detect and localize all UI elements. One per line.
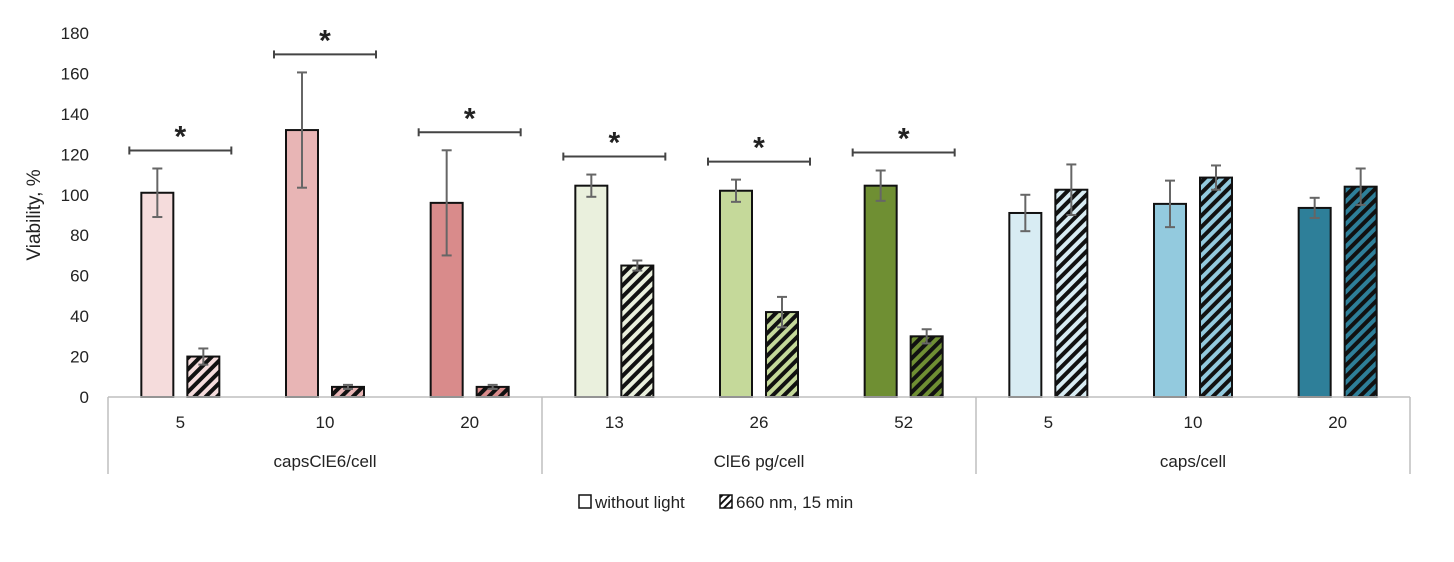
bar-without-light (140, 191, 175, 398)
y-tick-label: 80 (70, 226, 89, 245)
y-tick-label: 120 (61, 145, 89, 164)
y-tick-label: 100 (61, 186, 89, 205)
significance-marker: * (753, 132, 765, 165)
significance-marker: * (319, 24, 331, 57)
legend-swatch-660nm (719, 494, 733, 509)
y-tick-label: 40 (70, 307, 89, 326)
x-tick-label: 52 (894, 413, 913, 432)
group-label: capsClE6/cell (274, 452, 377, 471)
x-tick-label: 13 (605, 413, 624, 432)
y-tick-label: 180 (61, 24, 89, 43)
y-axis-label: Viability, % (24, 169, 45, 260)
bar-without-light (1153, 202, 1187, 398)
group-label: caps/cell (1160, 452, 1226, 471)
bar-without-light (863, 184, 898, 398)
x-tick-label: 20 (1328, 413, 1347, 432)
y-tick-label: 60 (70, 267, 89, 286)
significance-marker: * (898, 123, 910, 156)
y-tick-label: 140 (61, 105, 89, 124)
significance-marker: * (608, 127, 620, 160)
bar-660nm (1054, 188, 1089, 398)
x-tick-label: 10 (316, 413, 335, 432)
legend-label-660nm: 660 nm, 15 min (736, 493, 853, 512)
group-label: ClE6 pg/cell (714, 452, 805, 471)
y-tick-label: 0 (80, 388, 89, 407)
legend: without light 660 nm, 15 min (578, 493, 853, 512)
bars: * * * * * * (128, 24, 1378, 399)
significance-marker: * (464, 102, 476, 135)
bar-660nm (620, 264, 655, 398)
x-tick-label: 20 (460, 413, 479, 432)
bar-without-light (719, 189, 753, 398)
x-tick-label: 5 (1044, 413, 1053, 432)
bar-660nm (1343, 185, 1378, 398)
bar-660nm (909, 335, 944, 399)
bar-without-light (574, 184, 609, 398)
x-tick-label: 10 (1184, 413, 1203, 432)
x-axis: 5 10 20 13 26 52 5 10 20 capsClE6/cell ClE6 pg/cel… (107, 396, 1411, 474)
bar-without-light (1297, 206, 1332, 398)
bar-660nm (1199, 176, 1233, 398)
legend-label-without-light: without light (594, 493, 685, 512)
significance-marker: * (174, 120, 186, 153)
y-axis: 0 20 40 60 80 100 120 140 160 180 (61, 24, 89, 407)
x-tick-label: 26 (750, 413, 769, 432)
y-tick-label: 160 (61, 64, 89, 83)
legend-swatch-without-light (578, 494, 592, 509)
x-tick-label: 5 (176, 413, 185, 432)
y-tick-label: 20 (70, 348, 89, 367)
bar-without-light (1008, 211, 1043, 398)
